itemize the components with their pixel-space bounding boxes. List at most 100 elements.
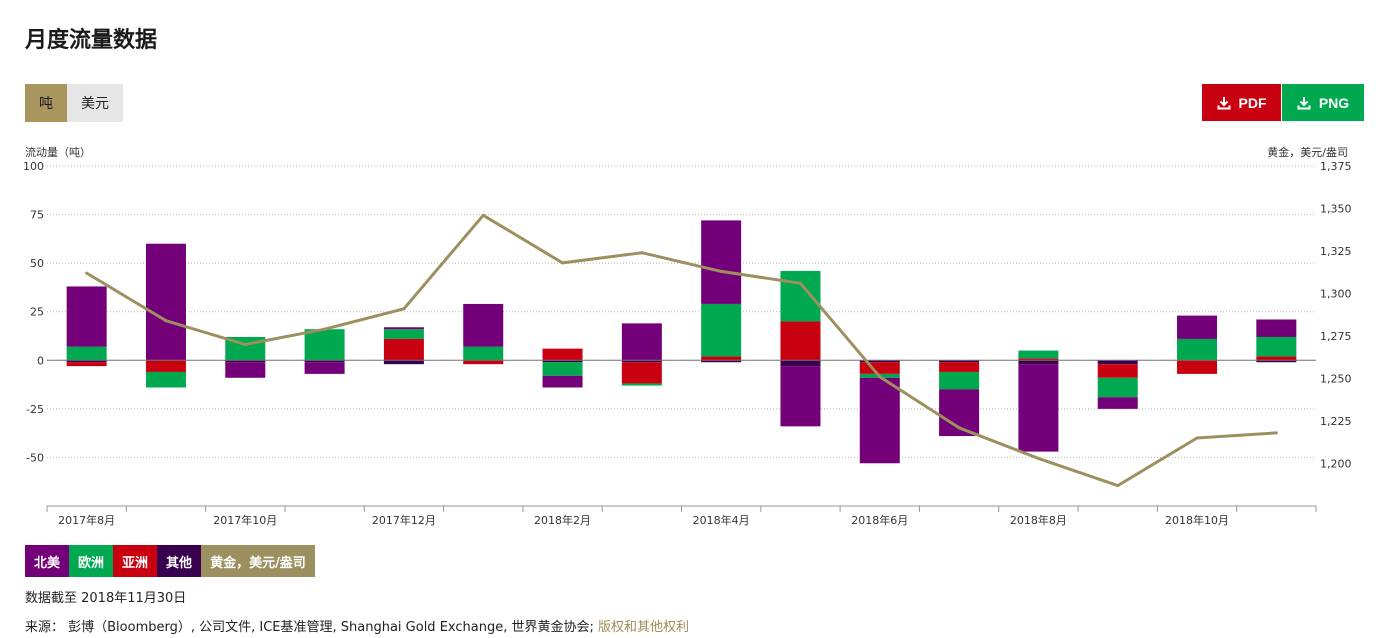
bar-north-america	[66, 286, 107, 347]
unit-tonnes-button[interactable]: 吨	[25, 84, 67, 122]
bar-other	[1097, 360, 1138, 365]
bar-north-america	[225, 362, 266, 378]
gold-price-point	[1195, 436, 1199, 440]
download-pdf-label: PDF	[1238, 94, 1267, 111]
bar-asia	[859, 362, 900, 374]
flow-chart: 100 75 50 25 0 -25 -50 1,375 1,350 1,325 1,300 1,27…	[23, 145, 1352, 527]
gold-price-point	[1036, 456, 1040, 460]
gold-price-point	[957, 426, 961, 430]
download-pdf-button[interactable]: PDF	[1202, 84, 1281, 121]
bar-europe	[66, 346, 107, 361]
gold-price-point	[481, 213, 485, 217]
gold-price-line	[85, 213, 1277, 488]
bar-north-america	[1177, 315, 1218, 339]
gold-price-point	[798, 281, 802, 285]
bar-other	[780, 360, 821, 367]
y2-tick-label: 1,250	[1320, 373, 1352, 386]
unit-toggle: 吨 美元	[25, 84, 123, 122]
bar-europe	[1256, 336, 1297, 357]
y2-tick-label: 1,300	[1320, 288, 1352, 301]
bar-europe	[383, 329, 424, 339]
chart-legend: 北美 欧洲 亚洲 其他 黄金，美元/盎司	[25, 545, 315, 577]
bar-europe	[939, 371, 980, 390]
bar-asia	[621, 362, 662, 384]
y2-axis-label: 黄金，美元/盎司	[1267, 145, 1348, 159]
bar-other	[225, 360, 266, 363]
rights-link[interactable]: 版权和其他权利	[598, 620, 690, 635]
source-line: 来源： 彭博（Bloomberg）, 公司文件, ICE基准管理, Shangh…	[25, 616, 689, 635]
y2-tick-label: 1,350	[1320, 203, 1352, 216]
x-tick-label: 2017年8月	[58, 513, 115, 527]
y-axis-label: 流动量（吨）	[25, 145, 91, 159]
bar-europe	[1018, 350, 1059, 359]
bar-asia	[383, 338, 424, 361]
bar-north-america	[463, 303, 504, 347]
bar-europe	[621, 383, 662, 386]
y-tick-label: -25	[26, 403, 44, 416]
bar-other	[701, 360, 742, 363]
gold-price-point	[1274, 431, 1278, 435]
bar-asia	[701, 356, 742, 361]
legend-gold-price[interactable]: 黄金，美元/盎司	[201, 545, 315, 577]
x-tick-label: 2017年12月	[372, 513, 436, 527]
bar-other	[66, 360, 107, 363]
bar-europe	[542, 362, 583, 376]
bar-other	[542, 360, 583, 363]
bar-other	[1256, 360, 1297, 363]
bar-north-america	[1018, 364, 1059, 452]
gold-price-point	[323, 327, 327, 331]
bar-north-america	[145, 243, 186, 361]
bar-other	[1018, 360, 1059, 365]
x-tick-label: 2018年10月	[1165, 513, 1229, 527]
bar-north-america	[1256, 319, 1297, 337]
bar-asia	[1256, 356, 1297, 361]
x-tick-label: 2018年2月	[534, 513, 591, 527]
bar-asia	[1177, 360, 1218, 374]
bar-north-america	[1097, 397, 1138, 409]
bar-europe	[701, 303, 742, 357]
y-tick-label: 0	[37, 354, 44, 367]
download-png-button[interactable]: PNG	[1282, 84, 1364, 121]
bar-asia	[463, 360, 504, 365]
legend-asia[interactable]: 亚洲	[113, 545, 158, 577]
y2-tick-label: 1,200	[1320, 458, 1352, 471]
gold-price-point	[1116, 484, 1120, 488]
y2-tick-label: 1,325	[1320, 245, 1352, 258]
gold-price-point	[640, 251, 644, 255]
bar-asia	[780, 321, 821, 361]
gold-price-point	[878, 375, 882, 379]
bar-north-america	[621, 323, 662, 361]
y-tick-label: 50	[30, 257, 44, 270]
bar-europe	[145, 371, 186, 388]
unit-usd-button[interactable]: 美元	[67, 84, 123, 122]
x-tick-label: 2018年8月	[1010, 513, 1067, 527]
bar-other	[859, 360, 900, 363]
bar-north-america	[383, 327, 424, 330]
y2-tick-label: 1,275	[1320, 330, 1352, 343]
gold-price-point	[561, 261, 565, 265]
y-tick-label: 25	[30, 306, 44, 319]
bar-europe	[1177, 338, 1218, 361]
bar-asia	[1018, 358, 1059, 361]
y2-tick-label: 1,375	[1320, 160, 1352, 173]
y2-tick-label: 1,225	[1320, 415, 1352, 428]
gold-price-point	[243, 343, 247, 346]
gold-price-point	[402, 307, 406, 311]
bar-other	[621, 360, 662, 363]
x-tick-label: 2018年4月	[693, 513, 750, 527]
page-title: 月度流量数据	[25, 28, 158, 53]
bar-europe	[780, 270, 821, 322]
download-icon	[1217, 96, 1230, 109]
bar-north-america	[780, 366, 821, 427]
legend-north-america[interactable]: 北美	[25, 545, 70, 577]
bar-other	[383, 360, 424, 365]
gold-price-point	[719, 269, 723, 273]
gold-price-point	[164, 319, 168, 323]
y-tick-label: 75	[30, 209, 44, 222]
legend-other[interactable]: 其他	[157, 545, 202, 577]
x-tick-label: 2017年10月	[213, 513, 277, 527]
bar-europe	[1097, 377, 1138, 398]
download-png-label: PNG	[1318, 94, 1350, 111]
source-text: 来源： 彭博（Bloomberg）, 公司文件, ICE基准管理, Shangh…	[25, 620, 594, 635]
legend-europe[interactable]: 欧洲	[69, 545, 114, 577]
